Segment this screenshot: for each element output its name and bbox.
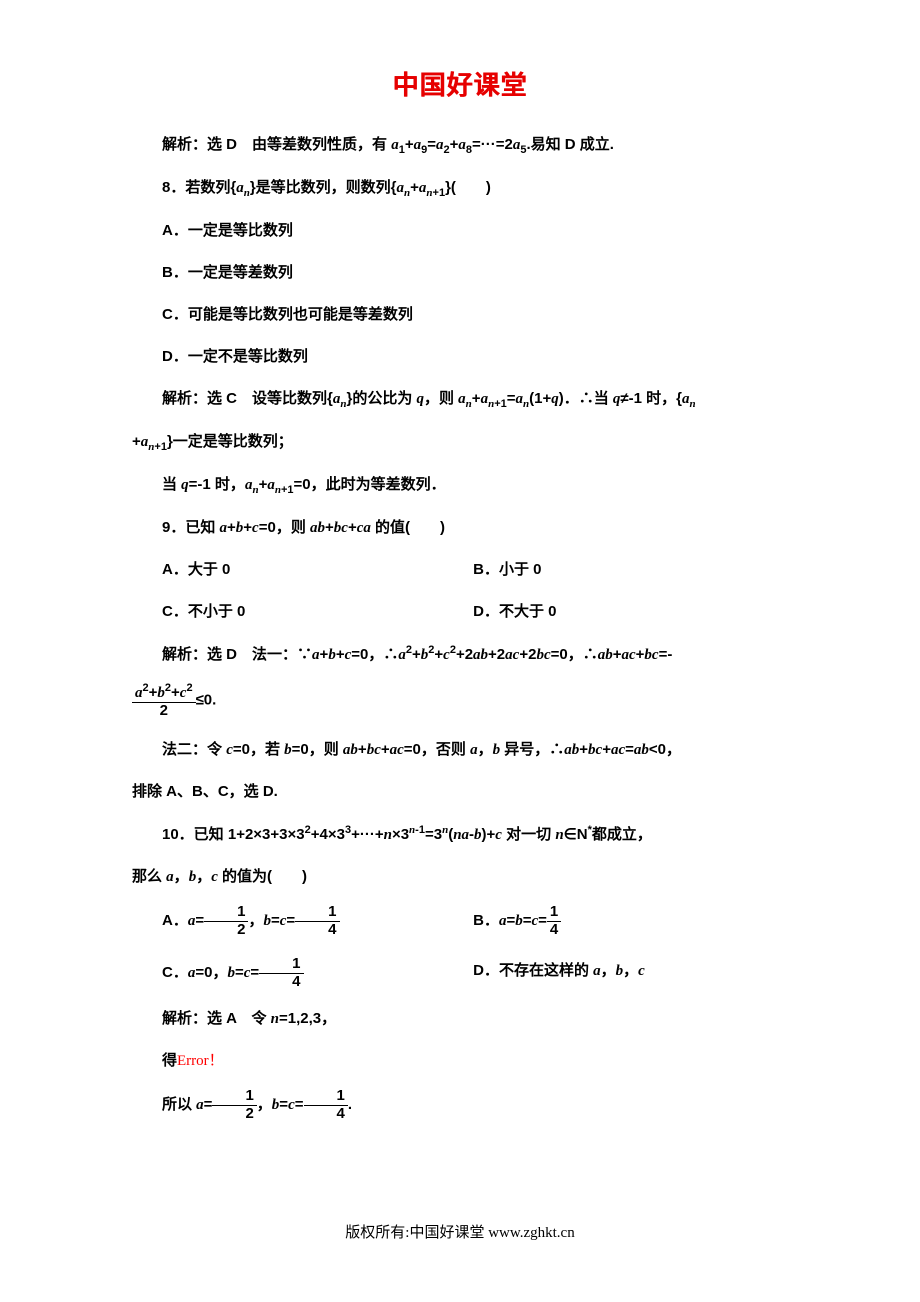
q8-option-c: C．可能是等比数列也可能是等差数列 bbox=[132, 300, 788, 330]
method2-text: 令 c=0，若 b=0，则 ab+bc+ac=0，否则 a，b 异号，∴ab+b… bbox=[207, 741, 681, 758]
fraction: a2+b2+c2 2 bbox=[132, 682, 196, 719]
var: c bbox=[288, 1097, 295, 1113]
q9-options-row1: A．大于 0 B．小于 0 bbox=[132, 555, 788, 585]
solution-prefix: 解析：选 C bbox=[162, 390, 237, 407]
fraction-den: 4 bbox=[295, 922, 339, 939]
q10-option-c: C．a=0，b=c=14 bbox=[132, 956, 473, 990]
logo-header: 中国好课堂 bbox=[132, 65, 788, 102]
q9-stem: 9．已知 a+b+c=0，则 ab+bc+ca 的值( ) bbox=[132, 513, 788, 543]
fraction-num: 1 bbox=[212, 1088, 256, 1106]
fraction-den: 4 bbox=[547, 922, 561, 939]
fraction-num: 1 bbox=[304, 1088, 348, 1106]
q8-stem: 8．若数列{an}是等比数列，则数列{an+an+1}( ) bbox=[132, 173, 788, 204]
opt-prefix: B． bbox=[473, 912, 499, 929]
fraction: 14 bbox=[295, 904, 339, 938]
fraction-num: 1 bbox=[204, 904, 248, 922]
q10-option-d: D．不存在这样的 a，b，c bbox=[473, 956, 788, 990]
q10-option-a: A．a=12，b=c=14 bbox=[132, 904, 473, 938]
var: b bbox=[227, 965, 235, 981]
fraction-num: 1 bbox=[547, 904, 561, 922]
method2-label: 法二： bbox=[162, 741, 207, 758]
q8-solution-line1: 解析：选 C 设等比数列{an}的公比为 q，则 an+an+1=an(1+q)… bbox=[132, 384, 788, 415]
logo-text: 中国好课堂 bbox=[392, 71, 527, 100]
solution-prefix: 解析：选 D bbox=[162, 136, 237, 153]
q9-options-row2: C．不小于 0 D．不大于 0 bbox=[132, 597, 788, 627]
fraction-den: 2 bbox=[132, 703, 196, 720]
var: c bbox=[280, 913, 287, 929]
var: b bbox=[515, 913, 523, 929]
text: 所以 bbox=[162, 1096, 196, 1113]
fraction-den: 2 bbox=[212, 1106, 256, 1123]
q8-solution-line3: 当 q=-1 时，an+an+1=0，此时为等差数列． bbox=[132, 470, 788, 501]
q10-solution-line2: 得Error！ bbox=[132, 1046, 788, 1076]
fraction: 14 bbox=[259, 956, 303, 990]
q10-stem-line2: 那么 a，b，c 的值为( ) bbox=[132, 862, 788, 892]
fraction-den: 4 bbox=[259, 974, 303, 991]
q9-option-d: D．不大于 0 bbox=[473, 597, 788, 627]
opt-prefix: C． bbox=[162, 964, 188, 981]
fraction-num: 1 bbox=[295, 904, 339, 922]
var: b bbox=[263, 913, 271, 929]
fraction: 14 bbox=[304, 1088, 348, 1122]
method1-label: 法一： bbox=[237, 646, 297, 663]
q9-solution-m1-line2: a2+b2+c2 2 ≤0. bbox=[132, 682, 788, 719]
q8-option-d: D．一定不是等比数列 bbox=[132, 342, 788, 372]
tail: . bbox=[348, 1096, 352, 1113]
method1-text: ∵a+b+c=0，∴a2+b2+c2+2ab+2ac+2bc=0，∴ab+ac+… bbox=[297, 646, 672, 663]
q8-option-a: A．一定是等比数列 bbox=[132, 216, 788, 246]
q10-stem-line1: 10．已知 1+2×3+3×32+4×33+···+n×3n-1=3n(na-b… bbox=[132, 819, 788, 850]
q8-solution-line2: +an+1}一定是等比数列； bbox=[132, 427, 788, 458]
var: a bbox=[188, 965, 196, 981]
page-content: 中国好课堂 解析：选 D 由等差数列性质，有 a1+a9=a2+a8=···=2… bbox=[0, 0, 920, 1174]
fraction-num: 1 bbox=[259, 956, 303, 974]
q10-options-row1: A．a=12，b=c=14 B．a=b=c=14 bbox=[132, 904, 788, 938]
fraction-num: a2+b2+c2 bbox=[132, 682, 196, 703]
q7-solution: 解析：选 D 由等差数列性质，有 a1+a9=a2+a8=···=2a5.易知 … bbox=[132, 130, 788, 161]
var: a bbox=[499, 913, 507, 929]
var: b bbox=[272, 1097, 280, 1113]
q9-option-c: C．不小于 0 bbox=[132, 597, 473, 627]
tail: ≤0. bbox=[196, 691, 217, 708]
q9-solution-m2-line2: 排除 A、B、C，选 D. bbox=[132, 777, 788, 807]
solution-prefix: 解析：选 A bbox=[162, 1010, 236, 1027]
fraction: 12 bbox=[204, 904, 248, 938]
fraction: 14 bbox=[547, 904, 561, 938]
q9-solution-m2-line1: 法二：令 c=0，若 b=0，则 ab+bc+ac=0，否则 a，b 异号，∴a… bbox=[132, 735, 788, 765]
q10-options-row2: C．a=0，b=c=14 D．不存在这样的 a，b，c bbox=[132, 956, 788, 990]
opt-text: D．不存在这样的 a，b，c bbox=[473, 962, 645, 979]
q9-option-b: B．小于 0 bbox=[473, 555, 788, 585]
solution-text: 由等差数列性质，有 a1+a9=a2+a8=···=2a5.易知 D 成立. bbox=[237, 136, 614, 153]
q8-option-b: B．一定是等差数列 bbox=[132, 258, 788, 288]
opt-prefix: A． bbox=[162, 912, 188, 929]
fraction: 12 bbox=[212, 1088, 256, 1122]
var: c bbox=[531, 913, 538, 929]
fraction-den: 2 bbox=[204, 922, 248, 939]
text: 得 bbox=[162, 1052, 177, 1069]
footer-copyright: 版权所有:中国好课堂 www.zghkt.cn bbox=[0, 1221, 920, 1242]
solution-text: 令 n=1,2,3， bbox=[236, 1010, 336, 1027]
fraction-den: 4 bbox=[304, 1106, 348, 1123]
solution-prefix: 解析：选 D bbox=[162, 646, 237, 663]
q10-solution-line3: 所以 a=12，b=c=14. bbox=[132, 1088, 788, 1122]
solution-text: 设等比数列{an}的公比为 q，则 an+an+1=an(1+q)．∴当 q≠-… bbox=[237, 390, 696, 407]
var: a bbox=[188, 913, 196, 929]
q10-option-b: B．a=b=c=14 bbox=[473, 904, 788, 938]
error-text: Error！ bbox=[177, 1053, 224, 1069]
var: a bbox=[196, 1097, 204, 1113]
var: c bbox=[244, 965, 251, 981]
q9-option-a: A．大于 0 bbox=[132, 555, 473, 585]
q9-solution-m1-line1: 解析：选 D 法一：∵a+b+c=0，∴a2+b2+c2+2ab+2ac+2bc… bbox=[132, 639, 788, 670]
q10-solution-line1: 解析：选 A 令 n=1,2,3， bbox=[132, 1004, 788, 1034]
